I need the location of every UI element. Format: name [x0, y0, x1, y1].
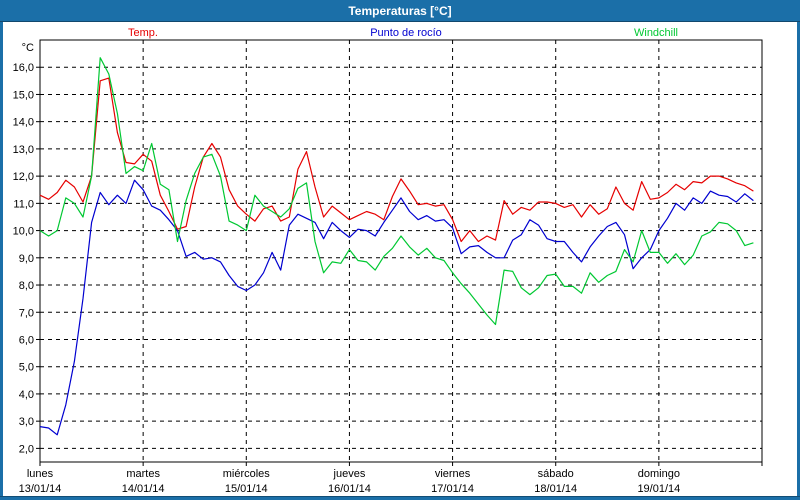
legend-label-dewpoint: Punto de rocío — [370, 27, 442, 39]
day-name-label: martes — [126, 468, 160, 480]
day-date-label: 15/01/14 — [225, 483, 268, 495]
day-name-label: domingo — [638, 468, 680, 480]
y-axis-tick-label: 3,0 — [19, 416, 34, 428]
y-axis-tick-label: 16,0 — [13, 62, 34, 74]
day-name-label: lunes — [27, 468, 54, 480]
y-axis-tick-label: 14,0 — [13, 117, 34, 129]
day-name-label: miércoles — [223, 468, 271, 480]
y-axis-tick-label: 9,0 — [19, 253, 34, 265]
y-axis-tick-label: 8,0 — [19, 280, 34, 292]
day-name-label: jueves — [333, 468, 366, 480]
y-axis-tick-label: 15,0 — [13, 89, 34, 101]
day-date-label: 16/01/14 — [328, 483, 371, 495]
y-axis-tick-label: 13,0 — [13, 144, 34, 156]
window-title: Temperaturas [°C] — [348, 3, 452, 18]
day-date-label: 19/01/14 — [637, 483, 680, 495]
series-windchill-line — [39, 57, 754, 326]
y-axis-tick-label: 7,0 — [19, 307, 34, 319]
window-frame-bottom — [0, 496, 800, 500]
series-dewpoint-line — [39, 179, 754, 436]
day-name-label: sábado — [538, 468, 574, 480]
series-temp-line — [39, 77, 754, 243]
window-frame-right — [797, 22, 800, 500]
y-axis-tick-label: 10,0 — [13, 226, 34, 238]
day-date-label: 18/01/14 — [534, 483, 577, 495]
y-axis-tick-label: 6,0 — [19, 334, 34, 346]
day-date-label: 13/01/14 — [19, 483, 62, 495]
y-axis-tick-label: 5,0 — [19, 362, 34, 374]
day-date-label: 17/01/14 — [431, 483, 474, 495]
plot-border — [39, 39, 763, 463]
legend-label-windchill: Windchill — [633, 27, 679, 39]
y-axis-tick-label: 4,0 — [19, 389, 34, 401]
window-titlebar: Temperaturas [°C] — [0, 0, 800, 22]
legend-label-temp: Temp. — [128, 27, 158, 39]
y-axis-tick-label: 11,0 — [13, 198, 34, 210]
y-axis-unit-label: °C — [22, 42, 34, 54]
day-name-label: viernes — [435, 468, 471, 480]
day-date-label: 14/01/14 — [122, 483, 165, 495]
y-axis-tick-label: 12,0 — [13, 171, 34, 183]
y-axis-tick-label: 2,0 — [19, 443, 34, 455]
window-frame-left — [0, 22, 3, 500]
